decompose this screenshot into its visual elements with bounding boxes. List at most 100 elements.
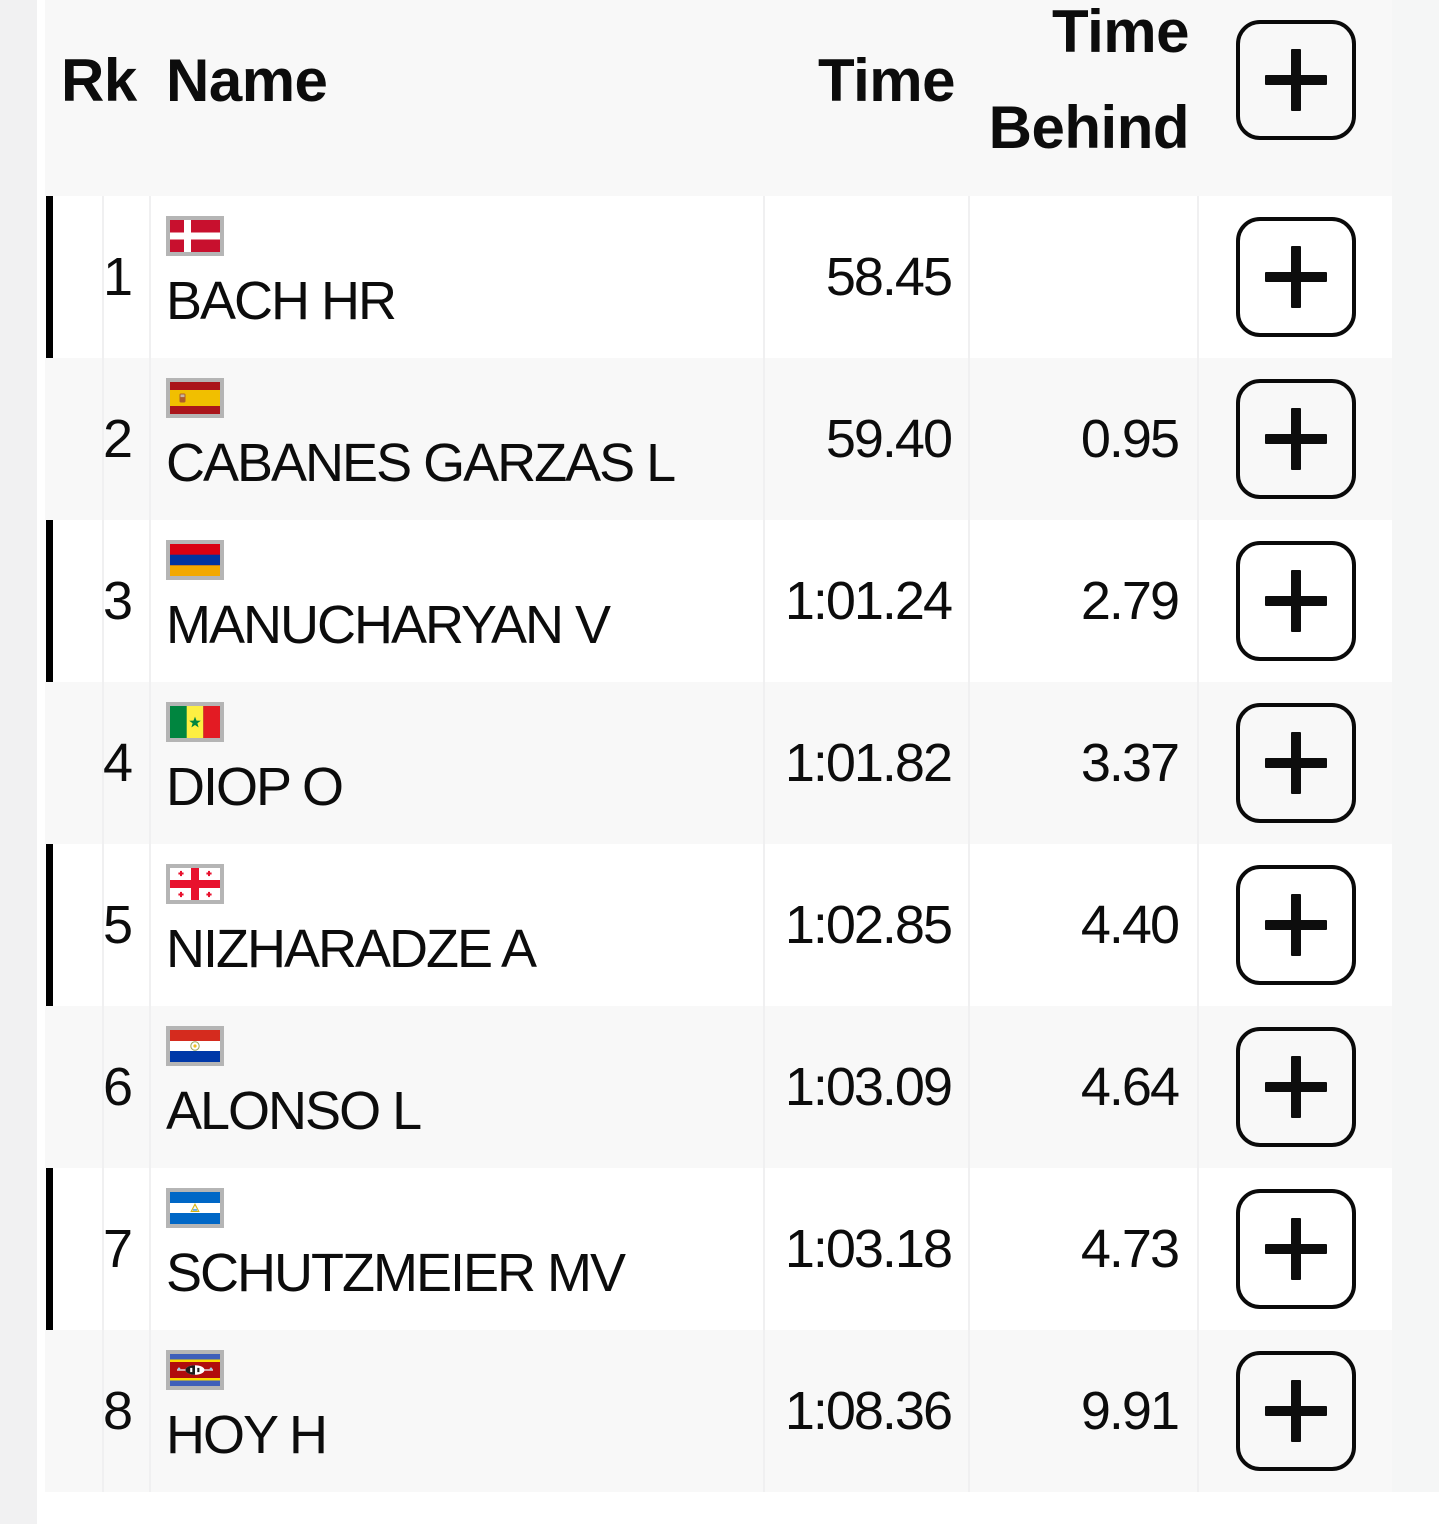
rank-header-label: Rk: [61, 46, 137, 114]
add-cell: [1199, 196, 1392, 358]
time-value: 1:08.36: [784, 1381, 953, 1441]
athlete-cell: ALONSO L: [151, 1006, 765, 1168]
result-row: 8 HOY H 1:08.36 9.91: [45, 1330, 1392, 1492]
flag-nicaragua-icon: [166, 1188, 224, 1228]
add-to-comparison-button[interactable]: [1235, 865, 1356, 985]
time-cell: 58.45: [765, 196, 970, 358]
rank-value: 6: [102, 1057, 133, 1117]
results-table-body: 1 BACH HR 58.45 2 CABANES GARZAS L 59.4: [45, 196, 1392, 1492]
add-to-comparison-button[interactable]: [1235, 541, 1356, 661]
time-value: 1:03.09: [784, 1057, 953, 1117]
spacer-cell: [45, 844, 104, 1006]
time-cell: 1:03.09: [765, 1006, 970, 1168]
athlete-cell: MANUCHARYAN V: [151, 520, 765, 682]
add-cell: [1199, 1168, 1392, 1330]
time-value: 1:01.82: [784, 733, 953, 793]
time-behind-value: 4.73: [1080, 1219, 1180, 1279]
add-to-comparison-button[interactable]: [1235, 379, 1356, 499]
rank-value: 3: [102, 571, 133, 631]
result-row: 5 NIZHARADZE A 1:02.85 4.40: [45, 844, 1392, 1006]
add-cell: [1199, 1006, 1392, 1168]
next-row-partial: [37, 1492, 1439, 1524]
add-cell: [1199, 682, 1392, 844]
athlete-cell: DIOP O: [151, 682, 765, 844]
time-behind-cell: [970, 196, 1199, 358]
time-cell: 1:01.24: [765, 520, 970, 682]
flag-denmark-icon: [166, 216, 224, 256]
time-behind-value: 3.37: [1080, 733, 1180, 793]
table-header: Rk Name Time Time Behind: [45, 0, 1392, 196]
time-cell: 59.40: [765, 358, 970, 520]
rank-value: 2: [102, 409, 133, 469]
athlete-name: MANUCHARYAN V: [166, 595, 611, 655]
add-to-comparison-button[interactable]: [1235, 703, 1356, 823]
time-header-label: Time: [818, 46, 955, 114]
time-cell: 1:03.18: [765, 1168, 970, 1330]
time-behind-value: 0.95: [1080, 409, 1180, 469]
add-to-comparison-button[interactable]: [1235, 1351, 1356, 1471]
athlete-cell: BACH HR: [151, 196, 765, 358]
rank-value: 1: [102, 247, 133, 307]
time-value: 1:02.85: [784, 895, 953, 955]
add-to-comparison-button[interactable]: [1235, 1027, 1356, 1147]
column-header-add: [1199, 20, 1392, 140]
time-behind-value: 2.79: [1080, 571, 1180, 631]
results-panel: Rk Name Time Time Behind 1: [37, 0, 1439, 1524]
time-behind-value: 9.91: [1080, 1381, 1180, 1441]
athlete-name: ALONSO L: [166, 1081, 422, 1141]
column-header-time-behind: Time Behind: [970, 0, 1199, 176]
time-cell: 1:02.85: [765, 844, 970, 1006]
time-behind-cell: 4.40: [970, 844, 1199, 1006]
flag-senegal-icon: [166, 702, 224, 742]
rank-highlight-bar: [46, 520, 53, 682]
result-row: 7 SCHUTZMEIER MV 1:03.18 4.73: [45, 1168, 1392, 1330]
time-value: 1:03.18: [784, 1219, 953, 1279]
rank-cell: 2: [102, 358, 151, 520]
result-row: 3 MANUCHARYAN V 1:01.24 2.79: [45, 520, 1392, 682]
column-header-name: Name: [151, 46, 765, 115]
rank-cell: 1: [102, 196, 151, 358]
athlete-name: DIOP O: [166, 757, 344, 817]
time-behind-cell: 0.95: [970, 358, 1199, 520]
rank-value: 5: [102, 895, 133, 955]
time-behind-cell: 4.73: [970, 1168, 1199, 1330]
time-value: 58.45: [825, 247, 953, 307]
rank-cell: 5: [102, 844, 151, 1006]
right-gutter: [1392, 0, 1439, 1492]
flag-spain-icon: [166, 378, 224, 418]
athlete-cell: SCHUTZMEIER MV: [151, 1168, 765, 1330]
time-value: 1:01.24: [784, 571, 953, 631]
spacer-cell: [45, 1330, 104, 1492]
column-header-rank: Rk: [45, 46, 151, 115]
athlete-name: NIZHARADZE A: [166, 919, 537, 979]
spacer-cell: [45, 358, 104, 520]
rank-cell: 8: [103, 1330, 151, 1492]
rank-cell: 3: [102, 520, 151, 682]
spacer-cell: [45, 1006, 104, 1168]
rank-cell: 6: [102, 1006, 151, 1168]
time-behind-value: 4.40: [1080, 895, 1180, 955]
add-cell: [1199, 520, 1392, 682]
rank-cell: 7: [102, 1168, 151, 1330]
rank-highlight-bar: [46, 844, 53, 1006]
flag-eswatini-icon: [166, 1350, 224, 1390]
add-to-comparison-button[interactable]: [1235, 1189, 1356, 1309]
spacer-cell: [45, 1168, 104, 1330]
results-table: Rk Name Time Time Behind 1: [45, 0, 1392, 1492]
rank-highlight-bar: [46, 196, 53, 358]
add-cell: [1199, 358, 1392, 520]
time-behind-cell: 4.64: [970, 1006, 1199, 1168]
time-value: 59.40: [825, 409, 953, 469]
spacer-cell: [45, 682, 104, 844]
header-add-button[interactable]: [1235, 20, 1356, 140]
column-header-time: Time: [765, 46, 970, 115]
rank-cell: 4: [103, 682, 151, 844]
time-behind-cell: 9.91: [970, 1330, 1199, 1492]
time-behind-cell: 3.37: [970, 682, 1199, 844]
athlete-name: SCHUTZMEIER MV: [166, 1243, 626, 1303]
athlete-name: HOY H: [166, 1405, 328, 1465]
time-cell: 1:08.36: [765, 1330, 970, 1492]
rank-value: 7: [102, 1219, 133, 1279]
spacer-cell: [45, 196, 104, 358]
add-to-comparison-button[interactable]: [1235, 217, 1356, 337]
